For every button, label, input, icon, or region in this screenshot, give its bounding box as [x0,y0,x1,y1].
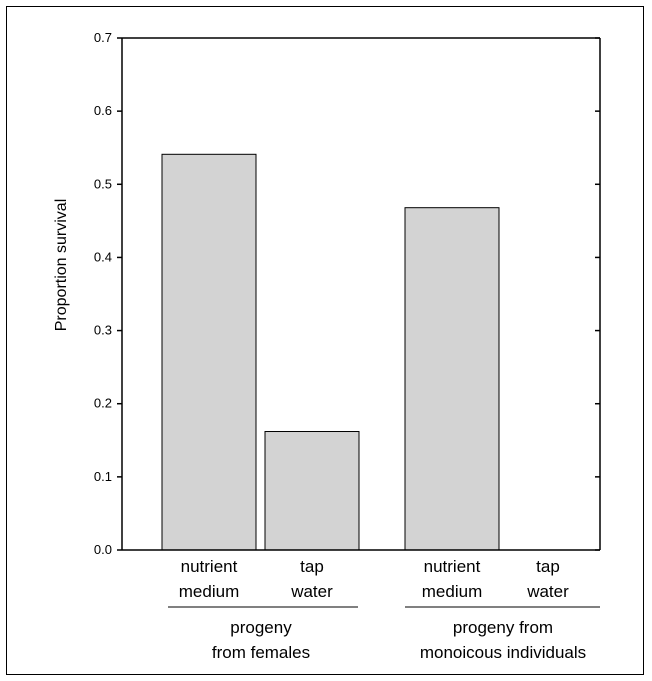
y-tick-label: 0.4 [94,249,112,264]
category-labels-group: nutrient medium tap water nutrient medium tap w… [168,557,600,662]
y-tick-label: 0.1 [94,469,112,484]
category-label-line1: tap [536,557,560,576]
category-label-line2: medium [422,582,482,601]
axes-group [121,37,601,551]
y-tick-label: 0.2 [94,396,112,411]
group-label-line1: progeny from [453,618,553,637]
y-tick-label: 0.3 [94,323,112,338]
y-tick-label: 0.6 [94,103,112,118]
bars-group [161,153,500,551]
bar-3 [404,207,500,551]
group-label-line2: from females [212,643,310,662]
ticks-group: 0.0 0.1 0.2 0.3 0.4 0.5 0.6 0.7 [94,30,600,557]
bar-2 [264,431,360,551]
group-label-line2: monoicous individuals [420,643,586,662]
y-tick-label: 0.0 [94,542,112,557]
figure-frame [6,6,644,675]
bar-1 [161,153,257,551]
category-label-line2: water [526,582,569,601]
category-label-line2: water [290,582,333,601]
category-label-line1: tap [300,557,324,576]
category-label-line2: medium [179,582,239,601]
y-tick-label: 0.7 [94,30,112,45]
category-label-line1: nutrient [424,557,481,576]
y-axis-title: Proportion survival [53,199,70,332]
group-label-line1: progeny [230,618,292,637]
category-label-line1: nutrient [181,557,238,576]
y-tick-label: 0.5 [94,176,112,191]
